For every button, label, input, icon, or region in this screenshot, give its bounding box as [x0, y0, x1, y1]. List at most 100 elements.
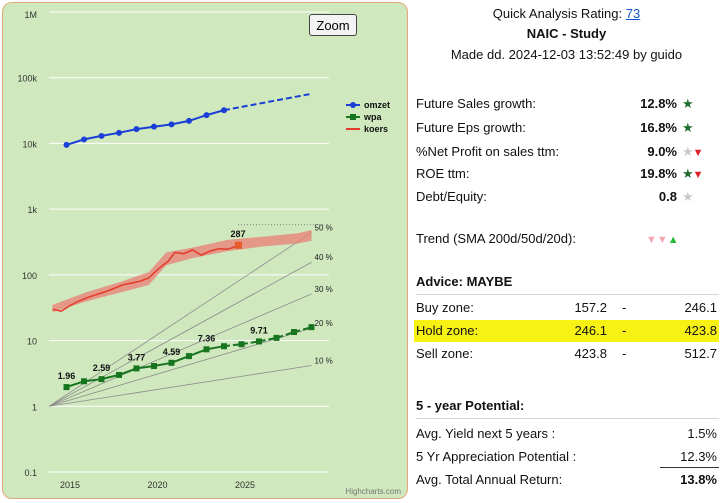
study-title: NAIC - Study — [526, 26, 607, 41]
x-tick-label: 2025 — [235, 480, 255, 490]
potential-title: 5 - year Potential: — [416, 398, 525, 413]
wpa-point — [98, 376, 105, 383]
wpa-point — [81, 378, 87, 385]
metric-sales-growth: Future Sales growth: 12.8% ★ — [416, 96, 694, 111]
wpa-point — [308, 324, 315, 331]
data-label: 7.36 — [198, 333, 216, 343]
data-label: 9.71 — [250, 325, 268, 335]
made-by-line: Made dd. 2024-12-03 13:52:49 by guido — [450, 47, 683, 62]
x-tick-label: 2015 — [60, 480, 80, 490]
star-grey-icon: ★ — [682, 144, 694, 159]
omzet-point — [186, 117, 192, 124]
star-green-icon: ★ — [682, 120, 694, 135]
metric-net-profit: %Net Profit on sales ttm: 9.0% ★▼ — [416, 144, 704, 159]
growth-ray-label: 50 % — [315, 224, 333, 233]
metric-debt-equity: Debt/Equity: 0.8 ★ — [416, 189, 694, 204]
growth-chart: 0.1 1 10 100 1k 10k 100k 1M 2015 2020 2025 10 % 20 %… — [17, 10, 390, 490]
growth-ray-label: 40 % — [315, 253, 333, 262]
trend-down-red-icon: ▼ — [692, 147, 704, 159]
wpa-point — [238, 341, 245, 348]
legend-label-koers: koers — [364, 124, 388, 134]
potential-yield-row: Avg. Yield next 5 years : 1.5% — [416, 426, 717, 441]
omzet-point — [151, 123, 157, 130]
trend-200d-down-icon: ▼ — [646, 234, 657, 246]
y-tick-label: 1 — [32, 402, 37, 412]
wpa-point — [221, 343, 227, 350]
omzet-point — [133, 126, 140, 133]
legend-marker — [350, 114, 356, 120]
wpa-point — [116, 371, 122, 378]
divider — [416, 294, 719, 295]
wpa-point — [291, 329, 297, 336]
wpa-point — [63, 384, 70, 391]
wpa-point — [151, 363, 157, 370]
sell-zone-row: Sell zone: 423.8 - 512.7 — [416, 346, 717, 361]
data-label: 2.59 — [93, 363, 111, 373]
growth-ray — [48, 261, 312, 407]
trend-50d-down-icon: ▼ — [656, 234, 668, 246]
potential-total-row: Avg. Total Annual Return: 13.8% — [416, 472, 717, 487]
y-tick-label: 10 — [27, 337, 37, 347]
metric-roe: ROE ttm: 19.8% ★▼ — [416, 166, 704, 181]
legend-label-omzet: omzet — [364, 100, 390, 110]
wpa-point — [133, 365, 140, 372]
analysis-panel: Quick Analysis Rating: 73 NAIC - Study M… — [414, 0, 719, 503]
wpa-point — [168, 359, 175, 366]
chart-legend: omzet wpa koers — [346, 100, 390, 134]
valuation-band — [52, 230, 312, 313]
growth-ray — [48, 293, 312, 407]
omzet-point — [168, 121, 175, 128]
x-tick-label: 2020 — [147, 480, 167, 490]
chart-credits[interactable]: Highcharts.com — [345, 487, 401, 496]
metric-eps-growth: Future Eps growth: 16.8% ★ — [416, 120, 694, 135]
trend-down-red-icon: ▼ — [692, 169, 704, 181]
wpa-point — [256, 338, 262, 345]
data-label: 287 — [230, 229, 245, 239]
y-tick-label: 10k — [22, 139, 37, 149]
total-divider — [660, 467, 719, 468]
wpa-point — [273, 334, 280, 341]
star-green-icon: ★ — [682, 96, 694, 111]
buy-zone-row: Buy zone: 157.2 - 246.1 — [416, 300, 717, 315]
wpa-line — [66, 345, 225, 389]
omzet-point — [81, 136, 87, 143]
zoom-button[interactable]: Zoom — [309, 14, 357, 36]
y-tick-label: 100 — [22, 271, 37, 281]
growth-ray-label: 20 % — [315, 319, 333, 328]
omzet-point — [221, 107, 227, 114]
last-price-marker — [235, 241, 242, 249]
y-tick-label: 1k — [27, 205, 37, 215]
omzet-point — [63, 141, 70, 148]
growth-ray-label: 10 % — [315, 356, 333, 365]
data-label: 4.59 — [163, 347, 181, 357]
omzet-point — [203, 112, 210, 119]
growth-ray — [48, 232, 312, 407]
trend-20d-up-icon: ▲ — [667, 234, 679, 246]
hold-zone-row: Hold zone: 246.1 - 423.8 — [414, 320, 719, 342]
advice-row: Advice: MAYBE — [416, 274, 513, 289]
divider — [416, 418, 719, 419]
y-tick-label: 100k — [17, 74, 37, 84]
koers-line — [52, 244, 239, 313]
trend-row: Trend (SMA 200d/50d/20d): ▼▼▲ — [416, 231, 679, 246]
rating-label: Quick Analysis Rating: — [492, 6, 626, 21]
wpa-point — [186, 353, 192, 360]
legend-marker — [350, 102, 356, 108]
y-tick-label: 1M — [24, 10, 37, 20]
legend-label-wpa: wpa — [363, 112, 382, 122]
rating-link[interactable]: 73 — [625, 6, 641, 21]
growth-ray — [48, 365, 312, 407]
omzet-point — [98, 132, 105, 139]
growth-ray — [48, 327, 312, 407]
growth-ray-label: 30 % — [315, 285, 333, 294]
star-green-icon: ★ — [682, 166, 694, 181]
omzet-line — [66, 109, 225, 146]
potential-appreciation-row: 5 Yr Appreciation Potential : 12.3% — [416, 449, 717, 464]
rating-line: Quick Analysis Rating: 73 — [414, 6, 719, 21]
omzet-point — [116, 129, 122, 136]
data-label: 1.96 — [58, 371, 76, 381]
y-tick-label: 0.1 — [24, 468, 37, 478]
omzet_forecast-line — [223, 92, 312, 112]
wpa-point — [203, 346, 210, 353]
chart-panel: 0.1 1 10 100 1k 10k 100k 1M 2015 2020 2025 10 % 20 %… — [2, 2, 408, 499]
